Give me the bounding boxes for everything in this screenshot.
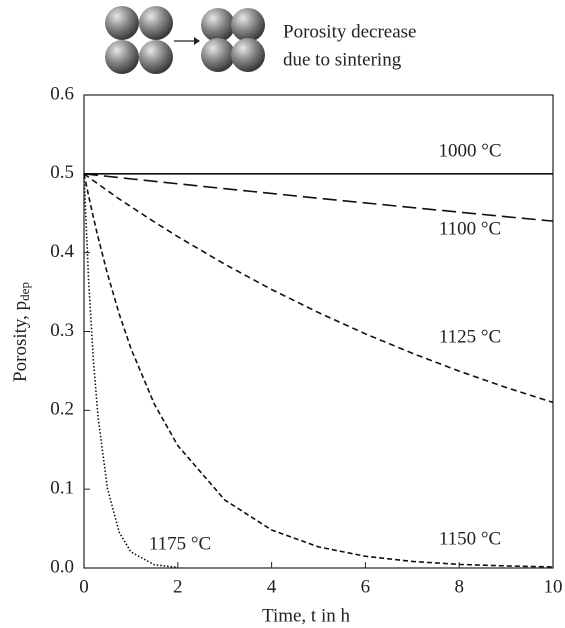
y-tick-label: 0.1	[50, 478, 74, 499]
x-tick-label: 6	[361, 576, 371, 597]
y-axis-label-sub: dep	[17, 282, 32, 301]
x-tick-label: 0	[79, 576, 89, 597]
series-label: 1125 °C	[439, 326, 501, 347]
y-axis-label-main: Porosity, p	[10, 301, 31, 382]
series-line	[83, 173, 178, 569]
series-line	[83, 173, 554, 404]
sintering-illustration	[105, 6, 265, 74]
series-label: 1150 °C	[439, 528, 501, 549]
y-tick-label: 0.5	[50, 162, 74, 183]
y-tick-label: 0.6	[50, 83, 74, 104]
annotation: due to sintering	[283, 49, 402, 70]
series-line	[83, 173, 554, 568]
annotation: Porosity decrease	[283, 21, 416, 42]
series-line	[83, 173, 554, 222]
x-tick-label: 4	[267, 576, 277, 597]
y-tick-label: 0.0	[50, 556, 74, 577]
x-tick-label: 8	[454, 576, 464, 597]
y-tick-label: 0.2	[50, 399, 74, 420]
series-label: 1100 °C	[439, 218, 501, 239]
x-tick-label: 10	[544, 576, 563, 597]
x-axis-label: Time, t in h	[262, 605, 350, 626]
y-axis-label: Porosity, pdep	[10, 282, 32, 382]
series-label: 1000 °C	[438, 140, 501, 161]
y-tick-label: 0.3	[50, 320, 74, 341]
series-label: 1175 °C	[149, 533, 211, 554]
x-tick-label: 2	[173, 576, 183, 597]
y-tick-label: 0.4	[50, 241, 74, 262]
